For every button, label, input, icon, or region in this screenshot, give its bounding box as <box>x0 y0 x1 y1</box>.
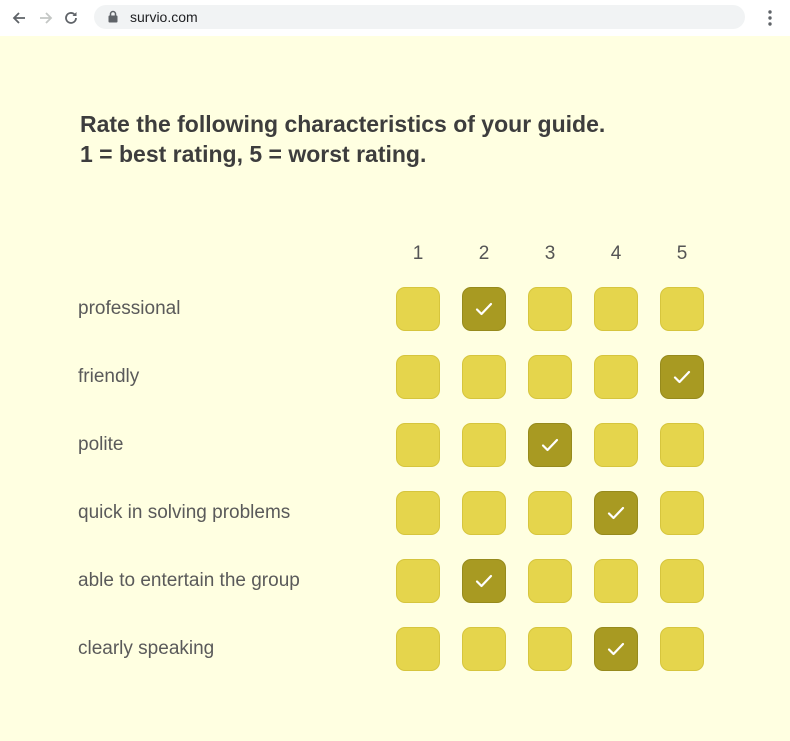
row-label: friendly <box>78 366 140 387</box>
rating-checkbox-2[interactable] <box>462 491 506 535</box>
rating-checkbox-4[interactable] <box>594 423 638 467</box>
question-title: Rate the following characteristics of yo… <box>80 109 720 169</box>
rating-checkbox-5[interactable] <box>660 355 704 399</box>
rating-checkbox-4[interactable] <box>594 287 638 331</box>
rating-checkbox-5[interactable] <box>660 559 704 603</box>
url-text: survio.com <box>130 9 198 25</box>
rating-checkbox-3[interactable] <box>528 627 572 671</box>
rating-checkbox-3[interactable] <box>528 491 572 535</box>
rating-checkbox-2[interactable] <box>462 355 506 399</box>
rating-checkbox-2[interactable] <box>462 287 506 331</box>
column-header-2: 2 <box>478 243 490 264</box>
question-line-1: Rate the following characteristics of yo… <box>80 111 606 137</box>
browser-toolbar: survio.com <box>0 0 790 36</box>
rating-checkbox-3[interactable] <box>528 423 572 467</box>
rating-checkbox-5[interactable] <box>660 627 704 671</box>
rating-checkbox-1[interactable] <box>396 287 440 331</box>
column-header-1: 1 <box>412 243 424 264</box>
row-label: polite <box>78 434 124 455</box>
row-label: professional <box>78 298 181 319</box>
rating-checkbox-1[interactable] <box>396 559 440 603</box>
column-header-3: 3 <box>544 243 556 264</box>
check-icon <box>607 642 625 656</box>
reload-icon[interactable] <box>61 8 81 28</box>
check-icon <box>475 302 493 316</box>
question-line-2: 1 = best rating, 5 = worst rating. <box>80 141 427 167</box>
rating-checkbox-3[interactable] <box>528 355 572 399</box>
check-icon <box>607 506 625 520</box>
rating-checkbox-1[interactable] <box>396 627 440 671</box>
rating-checkbox-4[interactable] <box>594 491 638 535</box>
column-header-5: 5 <box>676 243 688 264</box>
survey-page: Rate the following characteristics of yo… <box>0 36 790 741</box>
column-header-4: 4 <box>610 243 622 264</box>
rating-checkbox-4[interactable] <box>594 559 638 603</box>
back-arrow-icon[interactable] <box>9 8 29 28</box>
kebab-menu-icon[interactable] <box>760 8 780 28</box>
rating-checkbox-4[interactable] <box>594 627 638 671</box>
row-label: able to entertain the group <box>78 570 300 591</box>
rating-checkbox-3[interactable] <box>528 287 572 331</box>
check-icon <box>541 438 559 452</box>
rating-checkbox-2[interactable] <box>462 423 506 467</box>
rating-checkbox-5[interactable] <box>660 423 704 467</box>
check-icon <box>673 370 691 384</box>
row-label: quick in solving problems <box>78 502 291 523</box>
rating-checkbox-2[interactable] <box>462 627 506 671</box>
rating-checkbox-4[interactable] <box>594 355 638 399</box>
rating-checkbox-2[interactable] <box>462 559 506 603</box>
rating-checkbox-5[interactable] <box>660 491 704 535</box>
check-icon <box>475 574 493 588</box>
rating-checkbox-3[interactable] <box>528 559 572 603</box>
address-bar[interactable]: survio.com <box>94 5 745 29</box>
rating-checkbox-1[interactable] <box>396 491 440 535</box>
rating-checkbox-1[interactable] <box>396 355 440 399</box>
rating-checkbox-5[interactable] <box>660 287 704 331</box>
forward-arrow-icon[interactable] <box>36 8 56 28</box>
row-label: clearly speaking <box>78 638 215 659</box>
lock-icon <box>108 10 118 28</box>
rating-checkbox-1[interactable] <box>396 423 440 467</box>
